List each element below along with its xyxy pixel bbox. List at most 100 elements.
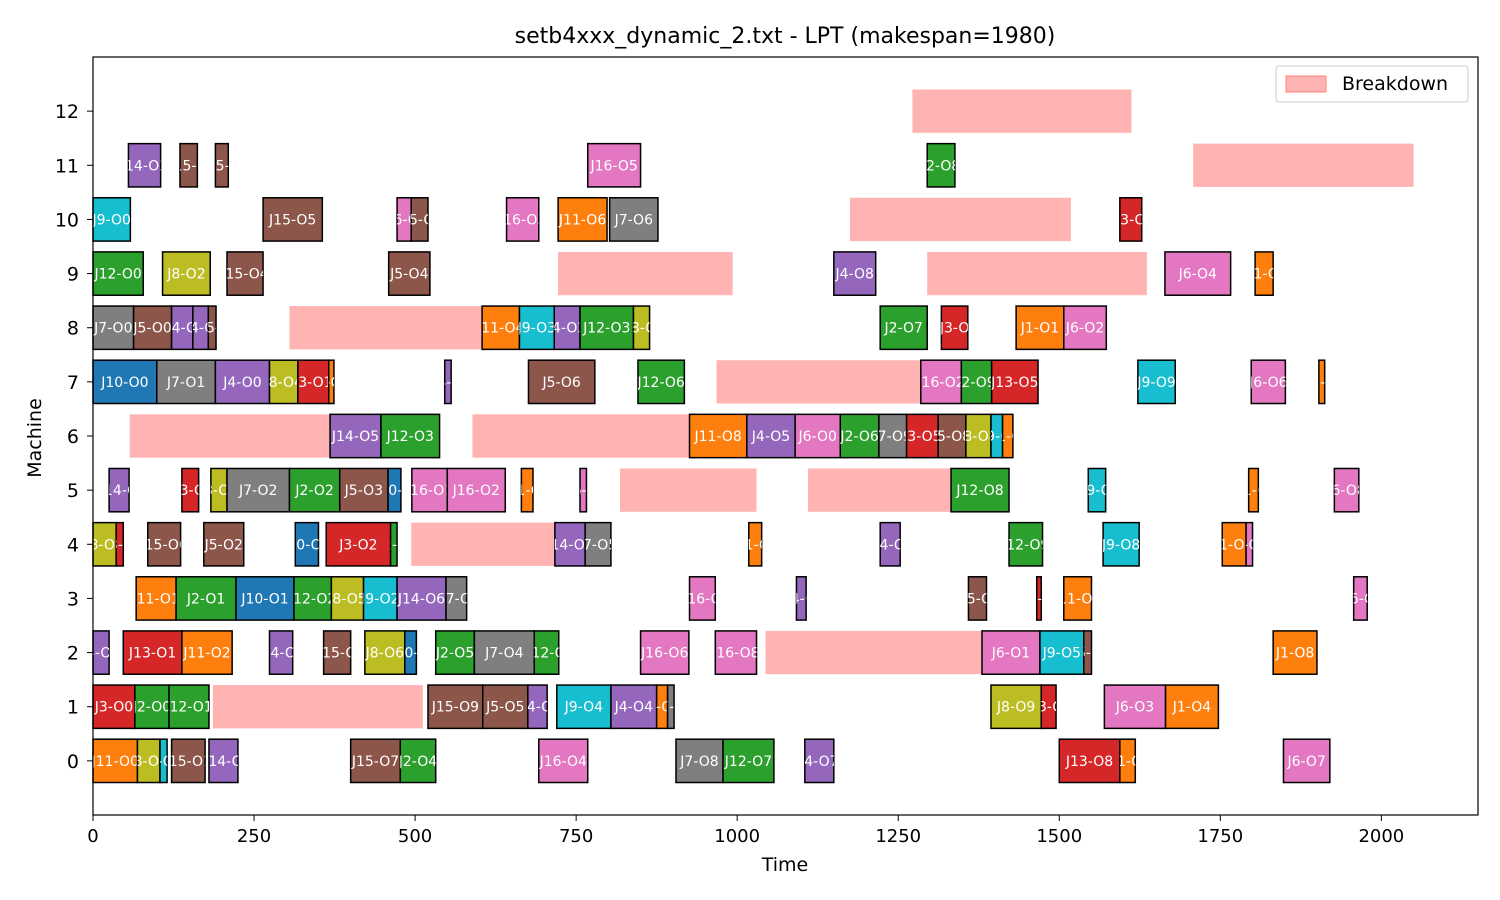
operation-label: J8-O0 [84, 537, 123, 553]
operation-bar [325, 521, 392, 567]
operation-bar [92, 359, 158, 405]
operation-label: J5-O4 [389, 267, 428, 283]
operation-block: J5-O6 [527, 359, 596, 405]
operation-block: J4-O7 [799, 738, 838, 784]
operation-block: J15-O7 [349, 738, 402, 784]
operation-label: J2-O6 [839, 429, 878, 445]
operation-block: J9-O2 [362, 576, 398, 621]
operation-label: J11-O0 [91, 754, 139, 770]
x-tick-label: 500 [398, 826, 432, 847]
operation-bar [207, 305, 217, 351]
operation-label: J12-O0 [93, 267, 141, 283]
operation-block: J6-O1 [981, 630, 1041, 675]
operation-block: J6-O2 [1063, 305, 1108, 351]
operation-label: J7-O0 [93, 321, 132, 337]
operation-block: J9-O9 [1136, 359, 1176, 405]
operation-bar [115, 521, 125, 567]
operation-label: J6-O1 [991, 646, 1030, 662]
breakdown-bar [849, 197, 1071, 242]
y-tick-label: 2 [67, 643, 79, 665]
breakdown-bar [912, 89, 1132, 133]
operation-block: J9-O4 [556, 684, 612, 730]
operation-block: J12-O3 [380, 413, 441, 459]
operation-label: J6-O7 [1286, 754, 1325, 770]
operation-label: J6-O4 [1178, 267, 1217, 283]
operation-label: J15-O0 [140, 537, 188, 553]
operation-label: J4-O [786, 591, 817, 607]
y-tick-label: 12 [55, 101, 79, 123]
operation-label: J16-O6 [640, 646, 688, 662]
operation-block: J13-O1 [122, 630, 183, 675]
operation-bar [950, 467, 1010, 513]
operation-block: J13-O5 [990, 359, 1039, 405]
operation-block: J2-O1 [175, 576, 237, 621]
operation-label: J3-O1 [293, 375, 332, 391]
operation-bar [203, 521, 245, 567]
operation-block: J8-O [632, 305, 651, 351]
operation-label: J9-O5 [1042, 646, 1081, 662]
operation-block: J15-O [322, 630, 352, 675]
operation-bar [329, 413, 382, 459]
operation-label: J13-O8 [1065, 754, 1113, 770]
operation-block: J16-O1 [411, 467, 449, 513]
operation-label: J3-O [1033, 700, 1064, 716]
operation-label: J7-O9 [873, 429, 912, 445]
x-tick-label: 750 [559, 826, 593, 847]
operation-label: J4-O7 [799, 754, 838, 770]
operation-label: J15-O [168, 158, 207, 174]
x-axis-label: Time [761, 854, 809, 876]
operation-label: J9-O1 [143, 754, 182, 770]
operation-label: J1-O1 [311, 375, 350, 391]
operation-label: J5-O [962, 591, 993, 607]
operation-label: J7-O [441, 591, 472, 607]
y-tick-label: 3 [67, 588, 79, 610]
operation-label: J13-O1 [128, 646, 176, 662]
operation-block: J6-O5 [1245, 521, 1254, 567]
y-axis-label: Machine [24, 398, 46, 478]
operation-bar [1254, 251, 1274, 296]
operation-label: J9-O0 [91, 212, 130, 228]
operation-bar [748, 521, 763, 567]
operation-label: J1-O [511, 483, 542, 499]
operation-label: J9-O9 [1136, 375, 1175, 391]
operation-label: J10-O [390, 646, 429, 662]
operation-bar [1103, 684, 1167, 730]
operation-block: J3-O5 [905, 413, 939, 459]
operation-label: J12-O [526, 646, 565, 662]
operation-label: J15-O4 [220, 267, 268, 283]
operation-block: J7-O [666, 684, 675, 730]
operation-label: J1-O [1112, 754, 1143, 770]
operation-block: J5-O3 [338, 467, 389, 513]
operation-block: J15-O [168, 142, 207, 188]
operation-bar [794, 413, 842, 459]
operation-block: J10-O [387, 467, 402, 513]
operation-label: J4-O5 [751, 429, 790, 445]
operation-label: J3-O [939, 321, 970, 337]
operation-bar [1245, 521, 1254, 567]
operation-label: J2-O1 [186, 591, 225, 607]
operation-bar [520, 467, 534, 513]
y-tick-label: 8 [67, 318, 79, 340]
operation-block: J5-O4 [387, 251, 431, 296]
operation-bar [181, 467, 200, 513]
operation-block: J14-O2 [127, 142, 162, 188]
operation-block: J8-O4 [268, 359, 299, 405]
operation-bar [410, 197, 429, 242]
x-tick-label: 1750 [1197, 826, 1243, 847]
operation-bar [268, 630, 294, 675]
operation-bar [293, 576, 333, 621]
operation-bar [795, 576, 807, 621]
operation-bar [518, 305, 555, 351]
operation-bar [338, 467, 389, 513]
operation-label: J6-O [1345, 591, 1376, 607]
operation-bar [1352, 576, 1368, 621]
operation-bar [579, 305, 635, 351]
operation-bar [404, 630, 418, 675]
operation-label: J15-O9 [431, 700, 479, 716]
operation-block: J9-O [1087, 467, 1107, 513]
operation-label: J16-O2 [452, 483, 500, 499]
operation-bar [226, 251, 264, 296]
operation-bar [1001, 413, 1014, 459]
operation-block: J10-O1 [235, 576, 295, 621]
